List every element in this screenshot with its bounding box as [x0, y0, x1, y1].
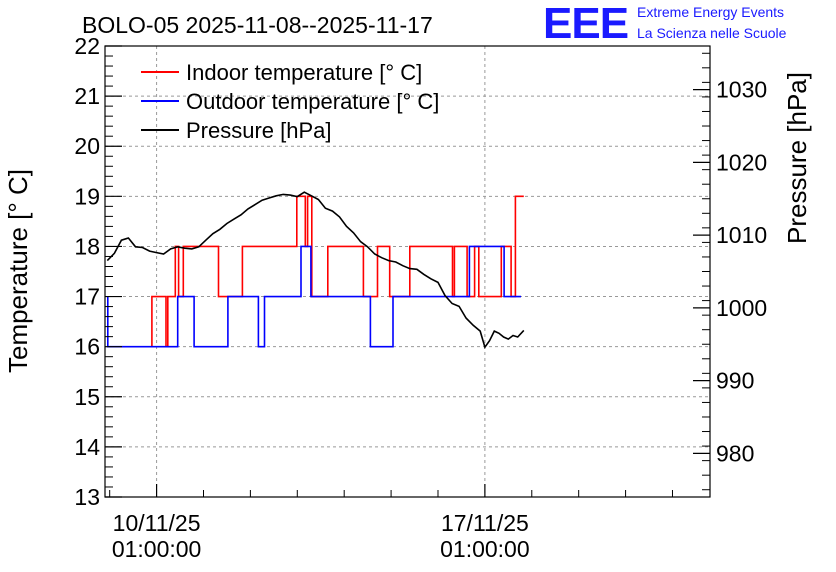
legend-label: Indoor temperature [° C] — [186, 60, 422, 85]
y-tick-label: 21 — [74, 83, 100, 109]
series-lines — [106, 191, 525, 350]
x-tick-label: 10/11/25 — [113, 510, 201, 536]
logo-line-2: La Scienza nelle Scuole — [637, 25, 787, 41]
y2-tick-label: 1020 — [716, 149, 767, 175]
y2-tick-label: 1000 — [716, 295, 767, 321]
x-tick-label-time: 01:00:00 — [440, 536, 530, 562]
logo-line-1: Extreme Energy Events — [637, 4, 785, 20]
y-tick-label: 13 — [74, 484, 100, 510]
legend: Indoor temperature [° C] Outdoor temperat… — [141, 60, 439, 143]
y2-axis-label: Pressure [hPa] — [782, 72, 812, 244]
x-tick-label: 17/11/25 — [441, 510, 529, 536]
chart-title: BOLO-05 2025-11-08--2025-11-17 — [82, 12, 433, 38]
y-tick-label: 16 — [74, 334, 100, 360]
y-tick-label: 14 — [74, 434, 100, 460]
y2-tick-label: 1030 — [716, 77, 767, 103]
y2-tick-label: 1010 — [716, 222, 767, 248]
y-tick-label: 15 — [74, 384, 100, 410]
y-axis-label: Temperature [° C] — [3, 169, 33, 373]
y2-tick-label: 980 — [716, 440, 754, 466]
y2-tick-label: 990 — [716, 368, 754, 394]
y-tick-label: 22 — [74, 33, 100, 59]
eee-logo: EEE — [543, 0, 629, 48]
axis-ticks: 13 14 15 16 17 18 19 20 21 22 980 990 1000 1010 1020 10… — [74, 33, 767, 562]
y-tick-label: 19 — [74, 183, 100, 209]
y-tick-label: 18 — [74, 233, 100, 259]
series-line — [106, 191, 525, 350]
y-tick-label: 20 — [74, 133, 100, 159]
x-tick-label-time: 01:00:00 — [112, 536, 202, 562]
y-tick-label: 17 — [74, 284, 100, 310]
legend-label: Outdoor temperature [° C] — [186, 89, 439, 114]
legend-label: Pressure [hPa] — [186, 118, 332, 143]
series-line — [107, 245, 521, 348]
series-line — [151, 195, 524, 348]
